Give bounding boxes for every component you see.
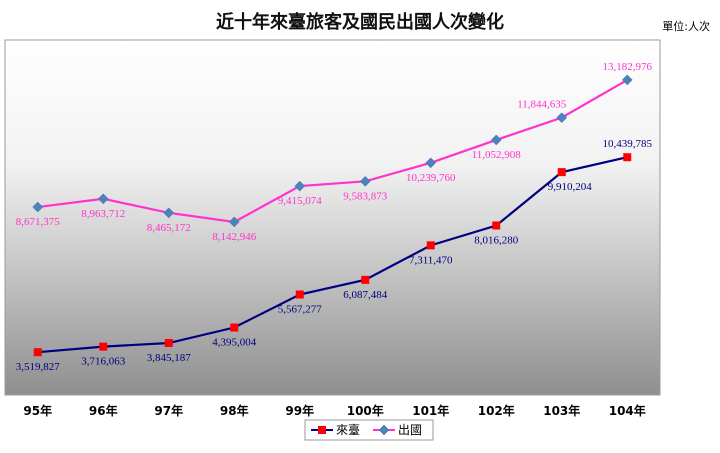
series-1-point-6: [425, 157, 437, 169]
series-line-1: [37, 78, 628, 224]
series-1-label-9: 13,182,976: [603, 61, 653, 73]
series-1-point-9: [621, 74, 633, 86]
series-1-label-1: 8,963,712: [81, 208, 125, 220]
x-tick-3: 98年: [220, 403, 249, 418]
series-1-label-6: 10,239,760: [406, 172, 456, 184]
series-1-point-2: [163, 207, 175, 219]
legend-marker-0: [318, 426, 326, 434]
series-0-point-0: [33, 348, 42, 357]
series-1-point-0: [32, 201, 44, 213]
series-1-label-3: 8,142,946: [212, 231, 257, 243]
x-tick-1: 96年: [89, 403, 118, 418]
series-1-point-4: [294, 180, 306, 192]
series-0-label-9: 10,439,785: [603, 138, 653, 150]
series-1-label-0: 8,671,375: [16, 216, 61, 228]
legend-label-1: 出國: [398, 423, 422, 437]
series-1-point-8: [556, 112, 568, 123]
legend-label-0: 來臺: [336, 422, 360, 437]
series-0-point-7: [492, 221, 501, 230]
legend-marker-1: [378, 424, 390, 436]
series-0-label-3: 4,395,004: [212, 337, 257, 349]
series-0-label-5: 6,087,484: [343, 289, 388, 301]
series-1-point-1: [97, 193, 109, 205]
legend: 來臺 出國: [304, 419, 434, 441]
x-axis-ticks: 95年 96年 97年 98年 99年 100年 101年 102年 103年 104年: [23, 403, 645, 418]
series-0-label-7: 8,016,280: [474, 234, 519, 246]
x-tick-0: 95年: [23, 403, 52, 418]
x-tick-7: 102年: [478, 403, 515, 418]
series-1-label-5: 9,583,873: [343, 190, 388, 202]
series-line-0: [37, 156, 628, 354]
series-0-point-5: [361, 275, 370, 284]
series-0-point-1: [99, 342, 108, 351]
series-1-point-3: [228, 216, 240, 228]
series-0-label-6: 7,311,470: [409, 254, 453, 266]
legend-box: [304, 419, 434, 441]
x-tick-9: 104年: [609, 403, 646, 418]
unit-note: 單位:人次: [662, 20, 710, 33]
series-0-label-1: 3,716,063: [81, 356, 126, 368]
series-1-label-8: 11,844,635: [517, 99, 567, 111]
series-0-point-9: [623, 153, 632, 162]
series-1-label-4: 9,415,074: [278, 195, 323, 207]
series-1-point-7: [490, 134, 502, 146]
series-layer: [32, 74, 633, 357]
x-tick-8: 103年: [543, 403, 580, 418]
series-0-point-4: [295, 290, 304, 299]
chart-title: 近十年來臺旅客及國民出國人次變化: [216, 12, 504, 33]
x-tick-6: 101年: [412, 403, 449, 418]
x-tick-2: 97年: [154, 403, 183, 418]
series-0-label-2: 3,845,187: [147, 352, 192, 364]
plot-area: [4, 39, 661, 396]
series-0-label-4: 5,567,277: [278, 303, 323, 315]
series-0-point-8: [557, 168, 566, 177]
series-0-label-0: 3,519,827: [16, 361, 61, 373]
series-1-label-7: 11,052,908: [472, 149, 522, 161]
series-0-point-2: [164, 339, 173, 348]
series-0-point-6: [426, 241, 435, 250]
x-tick-4: 99年: [285, 403, 314, 418]
label-layer: 3,519,827 3,716,063 3,845,187 4,395,004 5,56…: [16, 61, 653, 373]
series-0-point-3: [230, 323, 239, 332]
series-0-label-8: 9,910,204: [548, 181, 593, 193]
series-1-point-5: [359, 175, 371, 187]
series-1-label-2: 8,465,172: [147, 222, 191, 234]
x-tick-5: 100年: [347, 403, 384, 418]
